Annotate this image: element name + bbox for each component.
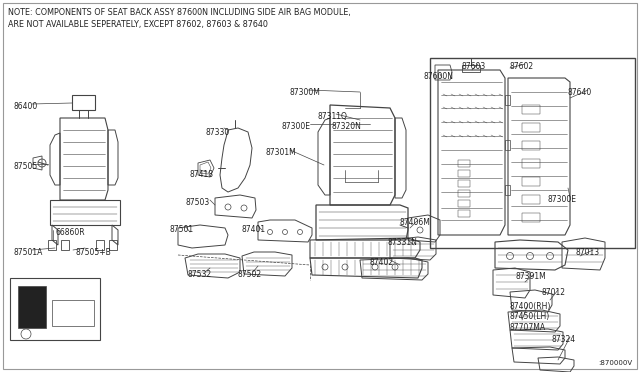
Text: 87330: 87330 — [206, 128, 230, 137]
Text: 87300E: 87300E — [548, 195, 577, 204]
Text: 66860R: 66860R — [55, 228, 84, 237]
Text: :870000V: :870000V — [598, 360, 632, 366]
Text: 87600N: 87600N — [424, 72, 454, 81]
Bar — [10, 278, 100, 340]
Text: 86400: 86400 — [14, 102, 38, 111]
Text: 87300E: 87300E — [282, 122, 311, 131]
Text: 87505: 87505 — [14, 162, 38, 171]
Text: 87331N: 87331N — [388, 238, 418, 247]
Text: 87300M: 87300M — [290, 88, 321, 97]
Text: 87503: 87503 — [186, 198, 211, 207]
Text: NOTE: COMPONENTS OF SEAT BACK ASSY 87600N INCLUDING SIDE AIR BAG MODULE,: NOTE: COMPONENTS OF SEAT BACK ASSY 87600… — [8, 8, 351, 17]
Text: 87707MA: 87707MA — [510, 323, 546, 332]
Text: 87418: 87418 — [190, 170, 214, 179]
Text: 87401: 87401 — [242, 225, 266, 234]
Text: 87301M: 87301M — [265, 148, 296, 157]
Text: 87532: 87532 — [188, 270, 212, 279]
Text: ARE NOT AVAILABLE SEPERATELY, EXCEPT 87602, 87603 & 87640: ARE NOT AVAILABLE SEPERATELY, EXCEPT 876… — [8, 20, 268, 29]
Text: 87603: 87603 — [462, 62, 486, 71]
Text: 87450(LH): 87450(LH) — [510, 312, 550, 321]
Text: 87391M: 87391M — [516, 272, 547, 281]
Text: 87502: 87502 — [238, 270, 262, 279]
Bar — [18, 286, 46, 328]
Bar — [52, 300, 94, 326]
Text: 87324: 87324 — [552, 335, 576, 344]
Text: 87640: 87640 — [568, 88, 592, 97]
Text: 87013: 87013 — [575, 248, 599, 257]
Text: 87501: 87501 — [170, 225, 194, 234]
Text: 87406M: 87406M — [400, 218, 431, 227]
Bar — [430, 58, 635, 248]
Text: 87505+B: 87505+B — [75, 248, 111, 257]
Text: 87012: 87012 — [542, 288, 566, 297]
Text: 87400(RH): 87400(RH) — [510, 302, 552, 311]
Text: 87501A: 87501A — [14, 248, 44, 257]
Text: 87602: 87602 — [510, 62, 534, 71]
Text: 87402: 87402 — [370, 258, 394, 267]
Text: 87311Q: 87311Q — [318, 112, 348, 121]
Text: 87320N: 87320N — [332, 122, 362, 131]
